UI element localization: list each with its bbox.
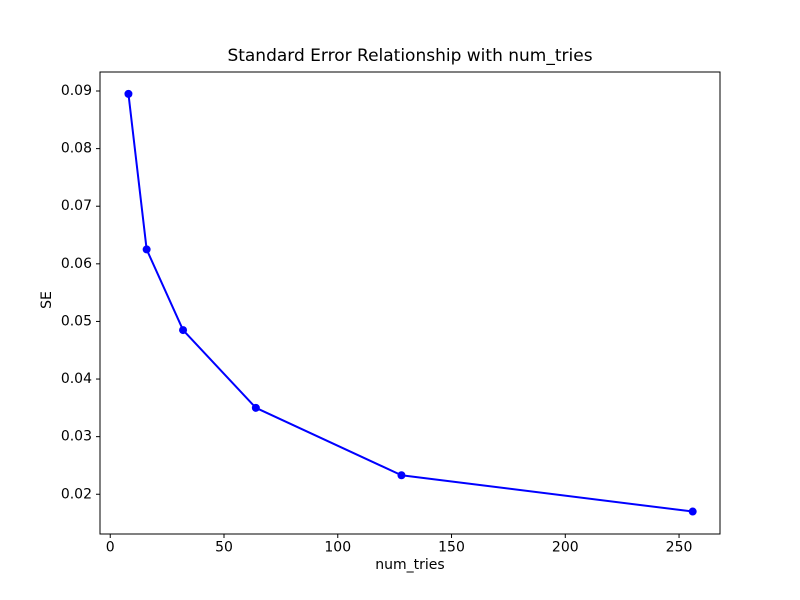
y-tick-label: 0.03 bbox=[61, 429, 92, 445]
data-point-marker bbox=[251, 403, 260, 412]
y-tick-label: 0.06 bbox=[61, 256, 92, 272]
x-tick-label: 0 bbox=[106, 540, 115, 556]
x-tick-label: 50 bbox=[215, 540, 233, 556]
plot-border bbox=[99, 71, 721, 535]
se-series-line bbox=[127, 92, 694, 513]
y-tick-label: 0.09 bbox=[61, 83, 92, 99]
data-point-marker bbox=[179, 326, 188, 335]
y-tick-label: 0.05 bbox=[61, 313, 92, 329]
chart-title: Standard Error Relationship with num_tri… bbox=[227, 46, 593, 66]
x-tick-label: 250 bbox=[666, 540, 693, 556]
y-tick-label: 0.04 bbox=[61, 371, 92, 387]
x-tick-label: 200 bbox=[552, 540, 579, 556]
y-axis-label: SE bbox=[39, 291, 55, 309]
x-axis-label: num_tries bbox=[375, 557, 445, 573]
data-point-marker bbox=[142, 245, 151, 254]
x-tick-label: 100 bbox=[324, 540, 351, 556]
x-tick-label: 150 bbox=[438, 540, 465, 556]
y-tick-label: 0.02 bbox=[61, 486, 92, 502]
data-point-marker bbox=[397, 471, 406, 480]
y-tick-label: 0.08 bbox=[61, 141, 92, 157]
y-tick-label: 0.07 bbox=[61, 198, 92, 214]
data-point-marker bbox=[124, 89, 133, 98]
data-point-marker bbox=[688, 507, 697, 516]
